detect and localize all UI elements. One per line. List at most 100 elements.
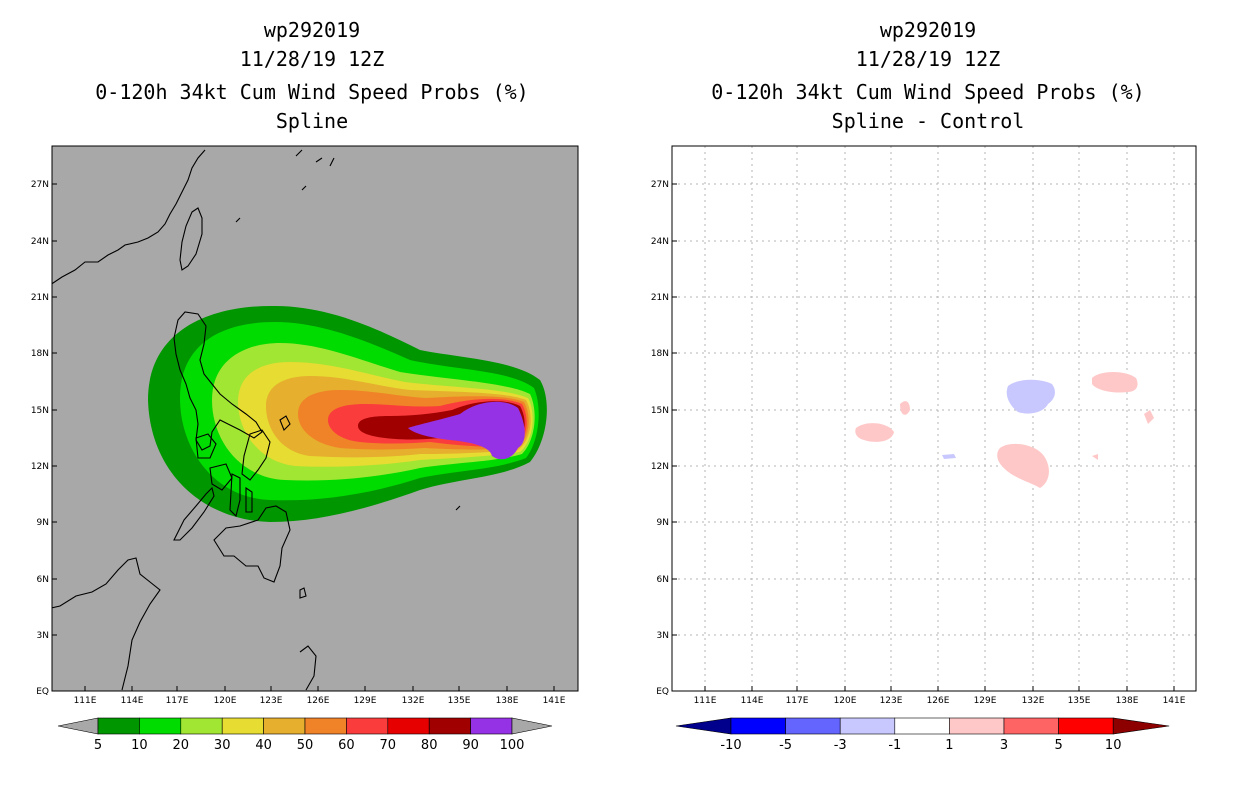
lon-tick-label: 111E: [694, 696, 717, 706]
lon-tick-label: 117E: [166, 696, 189, 706]
lat-tick-label: 3N: [657, 631, 669, 641]
panel-subtitle: Spline: [275, 109, 349, 133]
left-map: [51, 145, 579, 692]
lat-tick-label: 21N: [31, 293, 49, 303]
lat-tick-label: 15N: [31, 406, 49, 416]
lon-tick-label: 132E: [402, 696, 425, 706]
lat-tick-label: 18N: [651, 349, 669, 359]
lon-tick-label: 117E: [786, 696, 809, 706]
colorbar-label: 80: [421, 738, 438, 753]
lat-tick-label: 21N: [651, 293, 669, 303]
colorbar-swatch: [428, 717, 471, 735]
colorbar-label: 20: [173, 738, 190, 753]
lat-tick-label: 6N: [37, 575, 49, 585]
right-map-frame: [671, 145, 1197, 692]
colorbar-swatch: [304, 717, 347, 735]
lon-tick-label: 132E: [1022, 696, 1045, 706]
lon-tick-label: 114E: [741, 696, 764, 706]
colorbar-label: 5: [1054, 738, 1062, 753]
lat-tick-label: 12N: [31, 462, 49, 472]
colorbar-label: -3: [834, 738, 847, 753]
forecast-datetime: 11/28/19 12Z: [239, 47, 385, 71]
storm-id: wp292019: [263, 18, 361, 42]
colorbar-swatch: [221, 717, 264, 735]
lon-tick-label: 135E: [448, 696, 471, 706]
colorbar-swatch: [97, 717, 140, 735]
colorbar-label: 10: [1105, 738, 1122, 753]
forecast-datetime: 11/28/19 12Z: [855, 47, 1001, 71]
colorbar-swatch: [470, 717, 513, 735]
colorbar-label: 100: [500, 738, 525, 753]
colorbar-over-triangle: [511, 717, 553, 735]
left-panel-title: wp292019 11/28/19 12Z 0-120h 34kt Cum Wi…: [32, 16, 592, 136]
lat-tick-label: 27N: [651, 180, 669, 190]
colorbar-swatch: [1003, 717, 1059, 735]
lat-tick-label: 6N: [657, 575, 669, 585]
lon-tick-label: 141E: [1163, 696, 1186, 706]
lon-tick-label: 120E: [834, 696, 857, 706]
lon-tick-label: 129E: [974, 696, 997, 706]
lat-tick-label: 24N: [31, 237, 49, 247]
product-name: 0-120h 34kt Cum Wind Speed Probs (%): [95, 80, 529, 104]
colorbar-swatch: [346, 717, 389, 735]
colorbar-label: 10: [131, 738, 148, 753]
right-map: [671, 145, 1197, 692]
colorbar-under-triangle: [57, 717, 99, 735]
lat-tick-label: 12N: [651, 462, 669, 472]
lat-tick-label: 9N: [657, 518, 669, 528]
left-map-frame: [51, 145, 579, 692]
colorbar-label: 90: [462, 738, 479, 753]
lon-tick-label: 138E: [1116, 696, 1139, 706]
lon-tick-label: 141E: [543, 696, 566, 706]
lon-tick-label: 114E: [121, 696, 144, 706]
wind-probability-contours: [148, 305, 547, 522]
colorbar-label: 3: [1000, 738, 1008, 753]
colorbar-swatch: [139, 717, 182, 735]
colorbar-swatch: [785, 717, 841, 735]
colorbar-label: -5: [779, 738, 792, 753]
colorbar-swatch: [1058, 717, 1114, 735]
lon-tick-label: 126E: [307, 696, 330, 706]
lat-tick-label: 3N: [37, 631, 49, 641]
lat-tick-label: 9N: [37, 518, 49, 528]
lon-tick-label: 129E: [354, 696, 377, 706]
right-panel-title: wp292019 11/28/19 12Z 0-120h 34kt Cum Wi…: [648, 16, 1208, 136]
colorbar-swatch: [387, 717, 430, 735]
colorbar-under-triangle: [675, 717, 732, 735]
colorbar-label: -1: [888, 738, 901, 753]
colorbar-label: 70: [380, 738, 397, 753]
product-name: 0-120h 34kt Cum Wind Speed Probs (%): [711, 80, 1145, 104]
colorbar-swatch: [839, 717, 896, 735]
right-axis-ticks: 111E 114E 117E 120E 123E 126E 129E 132E 135E 138E…: [651, 180, 1186, 706]
difference-contours: [855, 372, 1154, 488]
left-axis-ticks: 111E 114E 117E 120E 123E 126E 129E 132E 135E 138E…: [31, 180, 566, 706]
colorbar-swatch: [263, 717, 306, 735]
colorbar-swatch: [730, 717, 786, 735]
graticule: [672, 146, 1196, 691]
colorbar-swatch: [894, 717, 950, 735]
lat-tick-label: 15N: [651, 406, 669, 416]
lon-tick-label: 111E: [74, 696, 97, 706]
colorbar-swatch: [180, 717, 223, 735]
left-colorbar: 5 10 20 30 40 50 60 70 80 90 100: [57, 717, 553, 753]
lon-tick-label: 135E: [1068, 696, 1091, 706]
right-map-background: [672, 146, 1196, 691]
lat-tick-label: EQ: [36, 687, 49, 697]
storm-id: wp292019: [879, 18, 977, 42]
lon-tick-label: 123E: [880, 696, 903, 706]
colorbar-label: 60: [338, 738, 355, 753]
colorbar-label: 1: [945, 738, 953, 753]
colorbar-label: 5: [94, 738, 102, 753]
colorbar-label: 40: [255, 738, 272, 753]
colorbar-label: 30: [214, 738, 231, 753]
colorbar-label: 50: [297, 738, 314, 753]
lat-tick-label: 27N: [31, 180, 49, 190]
right-colorbar: -10 -5 -3 -1 1 3 5 10: [675, 717, 1170, 753]
colorbar-swatch: [949, 717, 1005, 735]
lat-tick-label: 24N: [651, 237, 669, 247]
lon-tick-label: 126E: [927, 696, 950, 706]
lon-tick-label: 123E: [260, 696, 283, 706]
colorbar-label: -10: [720, 738, 741, 753]
lat-tick-label: EQ: [656, 687, 669, 697]
lat-tick-label: 18N: [31, 349, 49, 359]
